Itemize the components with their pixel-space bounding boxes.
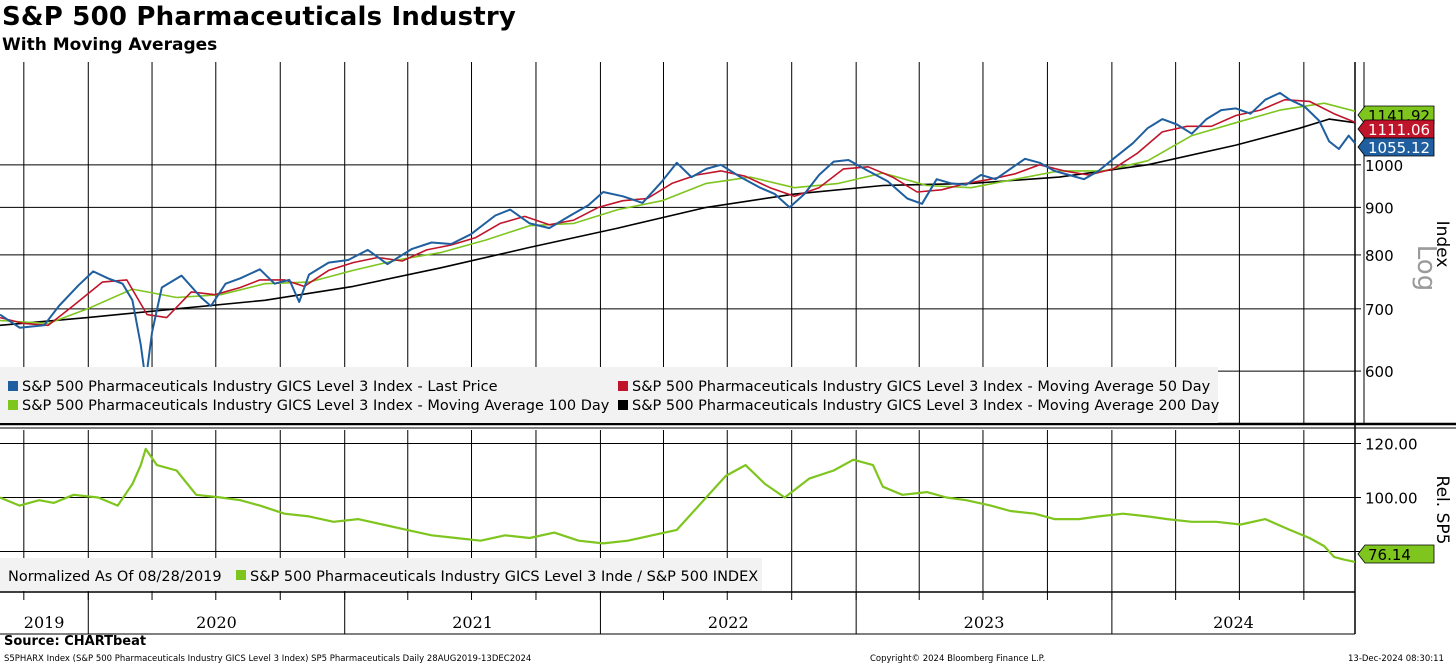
series-line-ma100 bbox=[0, 102, 1356, 325]
y-tick-label-upper: 800 bbox=[1365, 247, 1394, 265]
last-value-ma50: 1111.06 bbox=[1368, 121, 1430, 139]
chart-title: S&P 500 Pharmaceuticals Industry bbox=[2, 2, 517, 32]
chart-subtitle: With Moving Averages bbox=[2, 35, 218, 55]
last-value-relative-bg bbox=[1357, 544, 1435, 564]
y-tick-label-lower: 100.00 bbox=[1365, 490, 1418, 508]
legend-label-relative: S&P 500 Pharmaceuticals Industry GICS Le… bbox=[250, 569, 758, 585]
footer-timestamp: 13-Dec-2024 08:30:11 bbox=[1348, 654, 1444, 664]
legend-normalized-label: Normalized As Of 08/28/2019 bbox=[8, 569, 222, 585]
legend-swatch-relative bbox=[236, 570, 246, 580]
x-axis-year-label: 2019 bbox=[24, 613, 65, 632]
footer-description: S5PHARX Index (S&P 500 Pharmaceuticals I… bbox=[4, 654, 532, 664]
legend-swatch-ma200 bbox=[618, 400, 628, 410]
legend-swatch-last-price bbox=[8, 381, 18, 391]
y-tick-label-upper: 700 bbox=[1365, 301, 1394, 319]
x-axis-year-label: 2020 bbox=[196, 613, 237, 632]
y-tick-label-upper: 600 bbox=[1365, 363, 1394, 381]
legend-lower-box bbox=[0, 558, 762, 591]
log-scale-label: Log bbox=[1411, 245, 1441, 291]
x-axis-year-label: 2022 bbox=[708, 613, 749, 632]
series-line-relative bbox=[0, 447, 1356, 563]
y-axis-title-upper: Index bbox=[1432, 221, 1452, 268]
legend-label-ma200: S&P 500 Pharmaceuticals Industry GICS Le… bbox=[632, 398, 1220, 414]
y-tick-label-upper: 900 bbox=[1365, 199, 1394, 217]
source-note: Source: CHARTbeat bbox=[4, 634, 147, 649]
y-axis-title-lower: Rel. SP5 bbox=[1432, 476, 1452, 545]
series-line-ma200 bbox=[0, 118, 1356, 327]
legend-swatch-ma50 bbox=[618, 381, 628, 391]
x-axis-year-label: 2021 bbox=[452, 613, 493, 632]
series-line-last-price bbox=[0, 91, 1356, 383]
legend-label-last-price: S&P 500 Pharmaceuticals Industry GICS Le… bbox=[22, 379, 498, 395]
y-tick-label-upper: 1000 bbox=[1365, 157, 1403, 175]
x-axis-year-label: 2024 bbox=[1213, 613, 1254, 632]
legend-upper-box bbox=[0, 367, 1218, 423]
x-axis-year-label: 2023 bbox=[964, 613, 1005, 632]
legend-swatch-ma100 bbox=[8, 400, 18, 410]
legend-label-ma50: S&P 500 Pharmaceuticals Industry GICS Le… bbox=[632, 379, 1211, 395]
last-value-last-price-bg bbox=[1357, 137, 1435, 157]
last-value-ma50-bg bbox=[1357, 119, 1435, 139]
last-value-relative: 76.14 bbox=[1368, 546, 1411, 564]
series-line-ma50 bbox=[0, 98, 1356, 327]
last-value-last-price: 1055.12 bbox=[1368, 139, 1430, 157]
footer-copyright: Copyright© 2024 Bloomberg Finance L.P. bbox=[870, 654, 1046, 664]
y-tick-label-lower: 120.00 bbox=[1365, 436, 1418, 454]
legend-label-ma100: S&P 500 Pharmaceuticals Industry GICS Le… bbox=[22, 398, 610, 414]
